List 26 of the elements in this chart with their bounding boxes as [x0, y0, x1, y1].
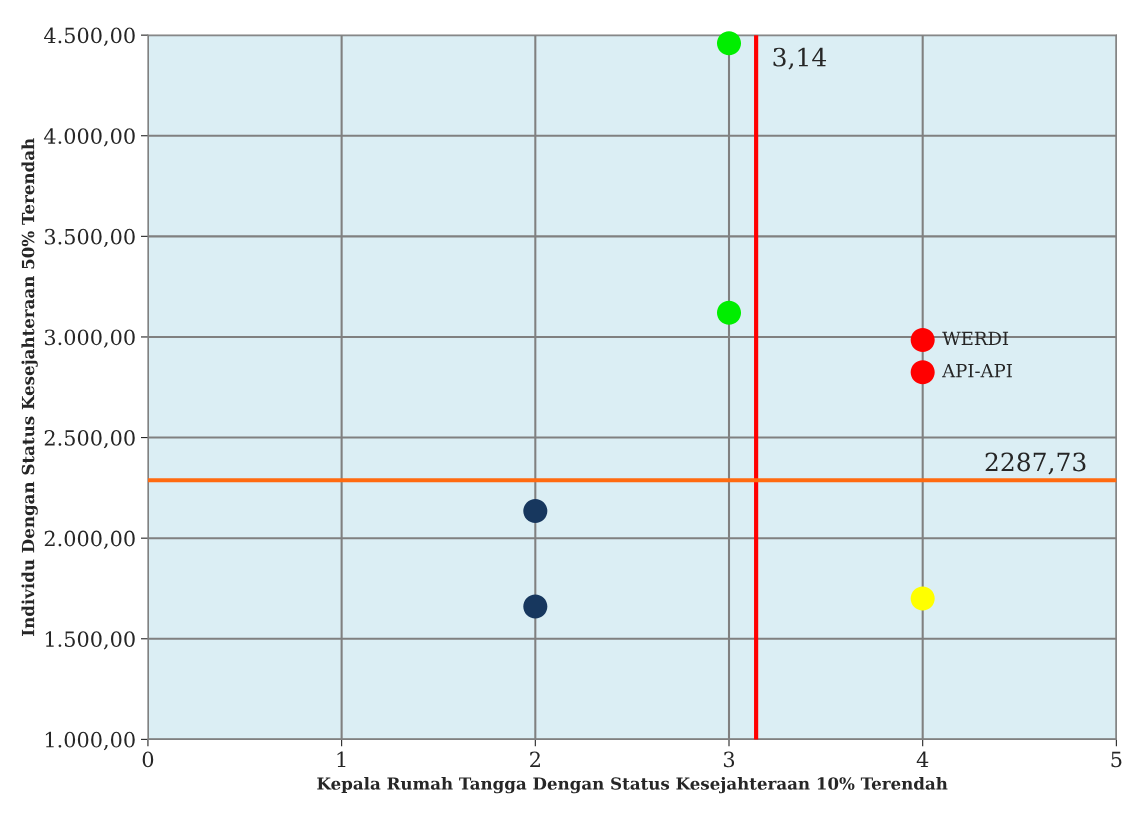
ref-line-label: 2287,73: [985, 452, 1086, 475]
x-tick-label: 3: [723, 751, 735, 768]
ref-line-label: 3,14: [773, 47, 827, 70]
point: [910, 586, 935, 611]
annotation: API-API: [942, 363, 1012, 378]
point: [523, 498, 548, 524]
y-tick-label: 1.000,00: [45, 731, 135, 751]
x-axis-title: Kepala Rumah Tangga Dengan Status Kesejahteraan 10% Terendah: [317, 776, 948, 794]
y-tick-label: 4.000,00: [44, 128, 135, 147]
x-tick-label: 4: [916, 751, 929, 768]
y-axis-title: Individu Dengan Status Kesejahteraan 50% Terendah: [21, 138, 38, 636]
x-tick-label: 1: [337, 751, 346, 768]
point: [716, 300, 742, 325]
y-tick-label: 2.000,00: [44, 530, 135, 549]
y-tick-label: 1.500,00: [45, 631, 135, 650]
point: [910, 360, 935, 385]
point: [716, 31, 742, 56]
x-tick-label: 2: [530, 751, 540, 768]
x-tick-label: 5: [1111, 751, 1122, 768]
point: [523, 594, 548, 619]
x-tick-label: 0: [142, 751, 154, 768]
y-tick-label: 4.500,00: [44, 27, 135, 46]
y-tick-label: 3.000,00: [44, 329, 135, 348]
point: [910, 327, 935, 352]
y-tick-label: 3.500,00: [44, 228, 135, 248]
y-tick-label: 2.500,00: [44, 430, 135, 449]
